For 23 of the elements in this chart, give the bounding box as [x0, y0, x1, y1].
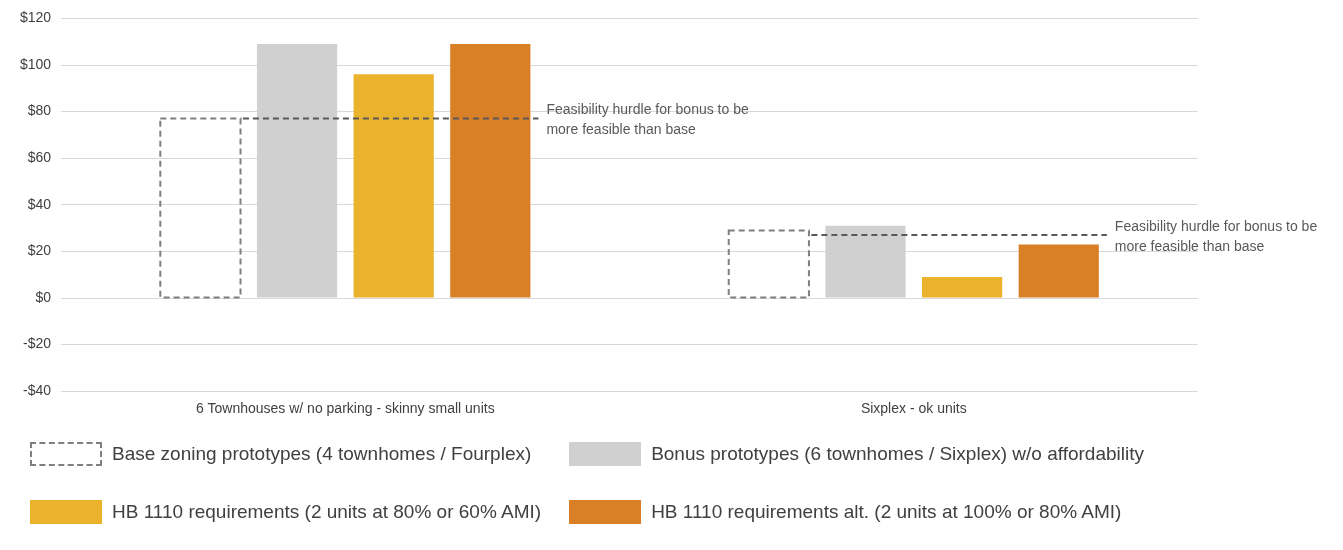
legend-label: HB 1110 requirements (2 units at 80% or 60% AMI) [112, 501, 542, 523]
y-tick-label: -$40 [23, 382, 52, 399]
bar [353, 74, 434, 298]
legend-label: HB 1110 requirements alt. (2 units at 100% or 80% AMI) [651, 501, 1122, 523]
y-tick-label: $80 [27, 102, 52, 119]
ref-line-label: Feasibility hurdle for bonus to be more feasible than base [546, 101, 749, 138]
y-tick-label: -$20 [23, 335, 52, 352]
y-tick-label: $120 [19, 9, 52, 26]
legend-label: Bonus prototypes (6 townhomes / Sixplex) w/o affordability [651, 443, 1144, 465]
y-tick-label: $60 [27, 149, 52, 166]
bar [922, 277, 1003, 298]
y-tick-label: $100 [19, 55, 52, 72]
bar [1018, 244, 1099, 298]
bar [159, 117, 242, 299]
y-tick-label: $40 [27, 195, 52, 212]
x-tick-label: Sixplex - ok units [860, 400, 967, 417]
bar [727, 229, 810, 299]
y-tick-label: $0 [35, 288, 52, 305]
ref-line-label: Feasibility hurdle for bonus to be more feasible than base [1114, 217, 1318, 254]
y-tick-label: $20 [27, 242, 52, 259]
legend-label: Base zoning prototypes (4 townhomes / Fourplex) [112, 443, 532, 465]
bar [450, 44, 531, 298]
x-tick-label: 6 Townhouses w/ no parking - skinny small units [196, 400, 495, 417]
